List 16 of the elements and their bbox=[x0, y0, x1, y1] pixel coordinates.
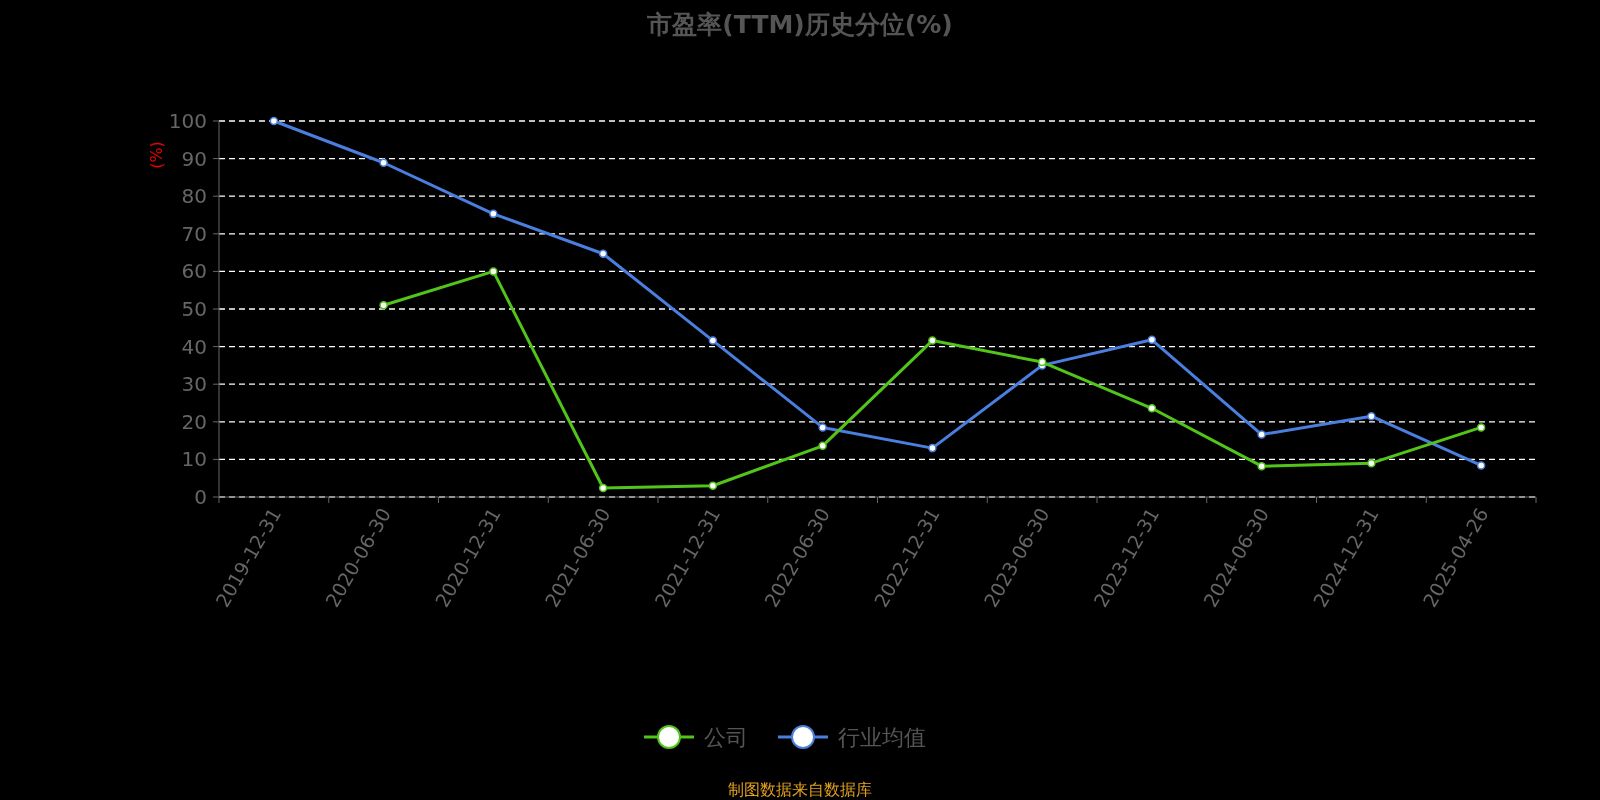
text: 制图数据来自数据库 bbox=[728, 780, 872, 799]
legend-label: 行业均值 bbox=[838, 725, 926, 750]
y-tick-label: 20 bbox=[181, 409, 207, 434]
y-axis-title: (%) bbox=[147, 141, 166, 169]
y-tick-label: 100 bbox=[168, 109, 207, 133]
y-tick-label: 30 bbox=[181, 372, 207, 397]
y-tick-label: 40 bbox=[181, 334, 207, 359]
y-tick-label: 90 bbox=[181, 146, 207, 171]
y-tick-label: 70 bbox=[181, 221, 207, 246]
legend-label: 公司 bbox=[704, 725, 748, 750]
y-tick-label: 80 bbox=[181, 184, 207, 209]
chart-title: 市盈率(TTM)历史分位(%) bbox=[646, 10, 953, 39]
y-tick-label: 0 bbox=[194, 485, 207, 509]
y-tick-label: 60 bbox=[181, 259, 207, 284]
y-tick-label: 50 bbox=[181, 297, 207, 321]
y-tick-label: 10 bbox=[181, 447, 207, 472]
